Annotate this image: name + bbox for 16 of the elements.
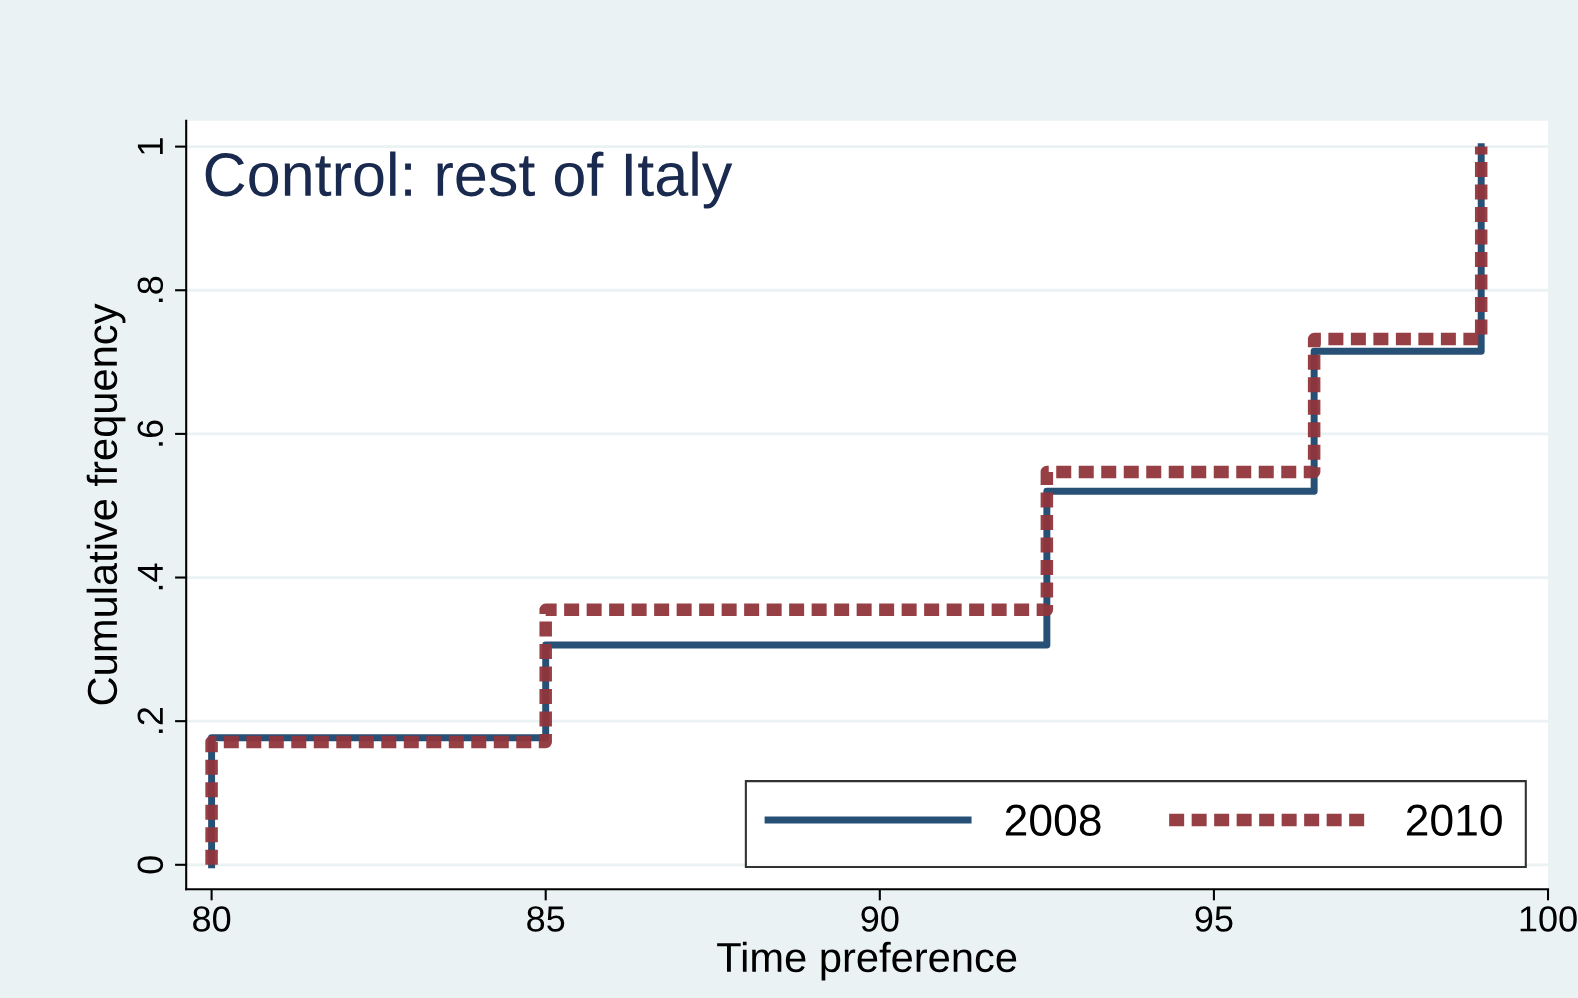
y-tick-label: .8 [137,276,164,303]
x-tick-label: 85 [527,906,565,932]
x-tick-label: 100 [1520,906,1577,932]
legend-label: 2008 [1005,804,1101,836]
legend-label: 2010 [1406,804,1502,836]
x-tick-label: 90 [861,906,899,932]
x-tick-label: 95 [1195,906,1233,932]
y-tick-label: .6 [137,420,164,446]
y-tick-label: .4 [137,563,163,590]
x-axis-title: Time preference [717,941,1017,981]
y-tick-label: .2 [137,707,163,733]
x-tick-label: 80 [193,906,231,932]
y-tick-label: 0 [137,856,164,874]
chart-title: Control: rest of Italy [205,151,733,209]
y-tick-label: 1 [137,138,163,154]
y-axis-title: Cumulative frequency [86,303,126,705]
